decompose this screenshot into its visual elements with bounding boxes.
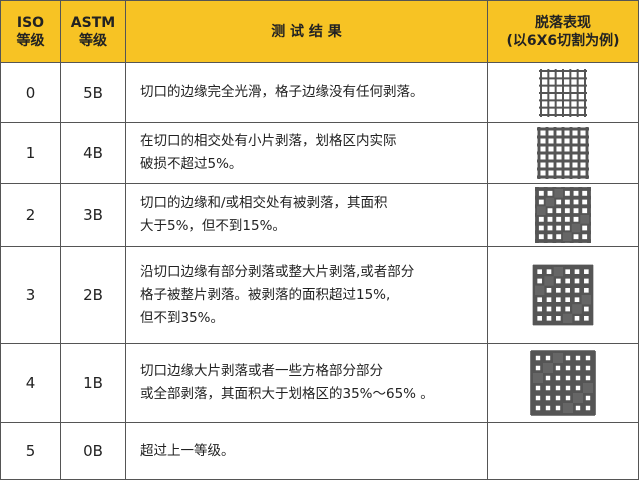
description-cell: 在切口的相交处有小片剥落，划格区内实际 破损不超过5%。 bbox=[126, 123, 488, 184]
description-line: 大于5%，但不到15%。 bbox=[140, 218, 286, 234]
header-cell: 脱落表现 (以6X6切割为例) bbox=[488, 1, 639, 63]
header-text: ASTM bbox=[70, 14, 116, 31]
flake bbox=[573, 393, 583, 403]
header-text: 测 试 结 果 bbox=[271, 23, 342, 40]
header-text: 等级 bbox=[79, 32, 107, 49]
astm-cell: 1B bbox=[61, 344, 126, 423]
flake bbox=[545, 197, 555, 207]
flake bbox=[554, 189, 563, 198]
astm-grade: 2B bbox=[83, 286, 103, 304]
iso-cell: 5 bbox=[1, 423, 61, 480]
iso-grade: 3 bbox=[25, 286, 36, 304]
description-cell: 切口的边缘和/或相交处有被剥落，其面积 大于5%，但不到15%。 bbox=[126, 184, 488, 247]
flake bbox=[533, 373, 543, 383]
appearance-cell bbox=[488, 344, 639, 423]
header-text: (以6X6切割为例) bbox=[506, 32, 620, 49]
astm-cell: 5B bbox=[61, 63, 126, 123]
description-line: 沿切口边缘有部分剥落或整大片剥落,或者部分 bbox=[140, 263, 415, 280]
astm-grade: 0B bbox=[83, 442, 103, 460]
appearance-cell bbox=[488, 423, 639, 480]
description-line: 切口的边缘完全光滑，格子边缘没有任何剥落。 bbox=[140, 84, 424, 100]
appearance-cell bbox=[488, 123, 639, 184]
appearance-cell bbox=[488, 63, 639, 123]
flake bbox=[553, 267, 563, 277]
flake bbox=[571, 223, 581, 233]
iso-grade: 2 bbox=[25, 206, 36, 224]
crosscut-icon bbox=[539, 68, 587, 117]
appearance-cell bbox=[488, 184, 639, 247]
appearance-cell bbox=[488, 247, 639, 344]
description-line: 破损不超过5%。 bbox=[140, 156, 243, 172]
flake bbox=[580, 215, 589, 224]
description-cell: 超过上一等级。 bbox=[126, 423, 488, 480]
flake bbox=[563, 403, 573, 413]
description-line: 格子被整片剥落。被剥落的面积超过15%, bbox=[140, 286, 391, 303]
description-line: 切口边缘大片剥落或者一些方格部分部分 bbox=[140, 363, 383, 379]
header-text: 等级 bbox=[16, 32, 45, 49]
header-text: 脱落表现 bbox=[535, 14, 591, 31]
astm-cell: 3B bbox=[61, 184, 126, 247]
description-line: 但不到35%。 bbox=[140, 309, 225, 326]
flake bbox=[581, 295, 591, 305]
description-cell: 切口边缘大片剥落或者一些方格部分部分或全部剥落，其面积大于划格区的35%～65%… bbox=[126, 344, 488, 423]
crosscut-icon bbox=[537, 127, 589, 179]
crosscut-icon bbox=[535, 187, 591, 243]
iso-cell: 3 bbox=[1, 247, 61, 344]
astm-cell: 4B bbox=[61, 123, 126, 184]
crosscut-icon bbox=[530, 350, 596, 416]
flake bbox=[553, 353, 563, 363]
astm-grade: 3B bbox=[83, 206, 103, 224]
header-cell: 测 试 结 果 bbox=[126, 1, 488, 63]
iso-grade: 4 bbox=[25, 374, 36, 392]
flake bbox=[544, 276, 554, 286]
iso-grade: 5 bbox=[25, 442, 36, 460]
description-cell: 沿切口边缘有部分剥落或整大片剥落,或者部分 格子被整片剥落。被剥落的面积超过15%… bbox=[126, 247, 488, 344]
iso-grade: 1 bbox=[25, 144, 36, 162]
astm-cell: 2B bbox=[61, 247, 126, 344]
description-cell: 切口的边缘完全光滑，格子边缘没有任何剥落。 bbox=[126, 63, 488, 123]
description-line: 切口的边缘和/或相交处有被剥落，其面积 bbox=[140, 195, 388, 211]
description-line: 在切口的相交处有小片剥落，划格区内实际 bbox=[140, 133, 397, 149]
header-text: ISO bbox=[16, 14, 45, 31]
astm-cell: 0B bbox=[61, 423, 126, 480]
iso-grade: 0 bbox=[25, 83, 36, 102]
iso-cell: 4 bbox=[1, 344, 61, 423]
flake bbox=[583, 383, 593, 393]
flake bbox=[563, 313, 573, 323]
flake bbox=[563, 232, 572, 241]
flake bbox=[535, 285, 545, 295]
astm-grade: 5B bbox=[83, 83, 103, 102]
iso-cell: 0 bbox=[1, 63, 61, 123]
header-cell: ISO 等级 bbox=[1, 1, 61, 63]
flake bbox=[537, 206, 546, 215]
description-line: 或全部剥落，其面积大于划格区的35%～65% 。 bbox=[140, 386, 434, 402]
astm-grade: 1B bbox=[83, 374, 103, 392]
crosscut-icon bbox=[532, 264, 594, 326]
description-line: 超过上一等级。 bbox=[140, 442, 235, 459]
flake bbox=[543, 363, 553, 373]
header-cell: ASTM 等级 bbox=[61, 1, 126, 63]
astm-grade: 4B bbox=[83, 144, 103, 162]
iso-cell: 2 bbox=[1, 184, 61, 247]
iso-cell: 1 bbox=[1, 123, 61, 184]
flake bbox=[572, 304, 582, 314]
